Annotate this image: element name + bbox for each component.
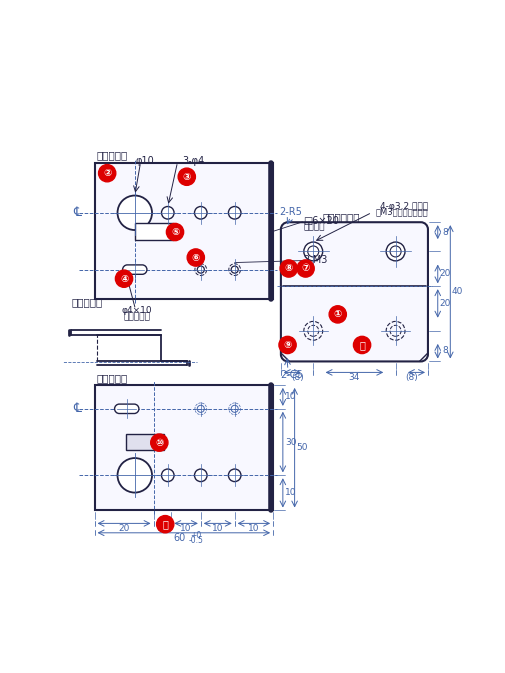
Circle shape [178, 168, 195, 185]
Circle shape [115, 270, 132, 287]
Circle shape [328, 306, 346, 323]
Text: 20: 20 [438, 299, 449, 308]
Circle shape [98, 165, 116, 182]
PathPatch shape [280, 222, 427, 361]
Text: 10: 10 [180, 524, 191, 534]
Text: （上面図）: （上面図） [96, 151, 128, 161]
Text: ②: ② [103, 168, 111, 178]
Bar [135, 223, 173, 240]
Text: ⑫: ⑫ [359, 340, 364, 350]
Text: ③: ③ [182, 172, 190, 182]
Text: 10: 10 [284, 489, 296, 497]
Bar [94, 164, 273, 299]
Text: ⑥: ⑥ [191, 252, 199, 262]
Circle shape [228, 207, 240, 219]
Circle shape [307, 246, 318, 257]
Text: ④: ④ [120, 274, 128, 284]
Text: ℄: ℄ [73, 402, 81, 415]
Text: （長丸孔）: （長丸孔） [123, 312, 150, 321]
Circle shape [161, 469, 174, 482]
Text: ⑦: ⑦ [301, 264, 309, 273]
Text: 10: 10 [212, 524, 223, 534]
Text: ⑩: ⑩ [155, 437, 163, 448]
Text: 8: 8 [441, 347, 447, 355]
Circle shape [194, 207, 207, 219]
Bar [125, 434, 163, 450]
PathPatch shape [122, 265, 146, 275]
Text: 60: 60 [173, 533, 186, 543]
Text: 10: 10 [247, 524, 259, 534]
Circle shape [231, 266, 238, 273]
Circle shape [117, 196, 152, 230]
Text: -0.5: -0.5 [188, 536, 203, 544]
Bar [94, 385, 273, 510]
Circle shape [303, 242, 322, 261]
Text: φ4×10: φ4×10 [121, 306, 152, 315]
Circle shape [389, 246, 400, 257]
Text: （角孔）: （角孔） [302, 223, 324, 232]
Text: +0: +0 [189, 532, 201, 540]
Text: （M3用皿ザグリ孔）: （M3用皿ザグリ孔） [375, 207, 427, 217]
Text: （正面図）: （正面図） [71, 297, 102, 308]
Circle shape [197, 266, 204, 273]
Circle shape [187, 249, 204, 266]
Circle shape [352, 336, 370, 353]
Text: （下面図）: （下面図） [96, 373, 128, 383]
Circle shape [156, 516, 174, 533]
Text: 10: 10 [284, 392, 296, 401]
Text: ⑨: ⑨ [283, 340, 291, 350]
Text: (8): (8) [405, 374, 417, 382]
Text: 3-φ4: 3-φ4 [182, 156, 205, 166]
Circle shape [280, 260, 297, 277]
Circle shape [166, 223, 183, 241]
Text: φ10: φ10 [135, 156, 154, 166]
Circle shape [117, 458, 152, 493]
Text: ℄: ℄ [73, 207, 81, 219]
Text: （右側面図）: （右側面図） [322, 212, 359, 222]
Text: ⑤: ⑤ [171, 227, 179, 237]
Circle shape [150, 434, 168, 451]
PathPatch shape [114, 404, 138, 413]
Text: 20: 20 [438, 269, 449, 278]
Text: 4-φ3.2 皿モミ: 4-φ3.2 皿モミ [379, 202, 427, 211]
Text: 2-M3: 2-M3 [302, 255, 327, 264]
Text: 20: 20 [118, 524, 129, 534]
Text: ⑧: ⑧ [284, 264, 292, 273]
Text: ①: ① [333, 310, 341, 320]
Text: 50: 50 [296, 444, 308, 452]
Circle shape [296, 260, 314, 277]
Text: 10: 10 [157, 524, 168, 534]
Circle shape [278, 336, 295, 353]
Text: 34: 34 [348, 374, 360, 382]
Text: 8: 8 [441, 227, 447, 237]
Text: 30: 30 [284, 437, 296, 447]
Text: (8): (8) [290, 374, 303, 382]
Text: 2-R5: 2-R5 [278, 207, 301, 217]
Text: 2-C5: 2-C5 [280, 369, 302, 380]
Text: 40: 40 [451, 287, 462, 296]
Circle shape [385, 242, 404, 261]
Circle shape [161, 207, 174, 219]
Text: □6×20: □6×20 [302, 216, 338, 225]
Text: ⑪: ⑪ [162, 519, 168, 529]
Circle shape [228, 469, 240, 482]
Circle shape [194, 469, 207, 482]
